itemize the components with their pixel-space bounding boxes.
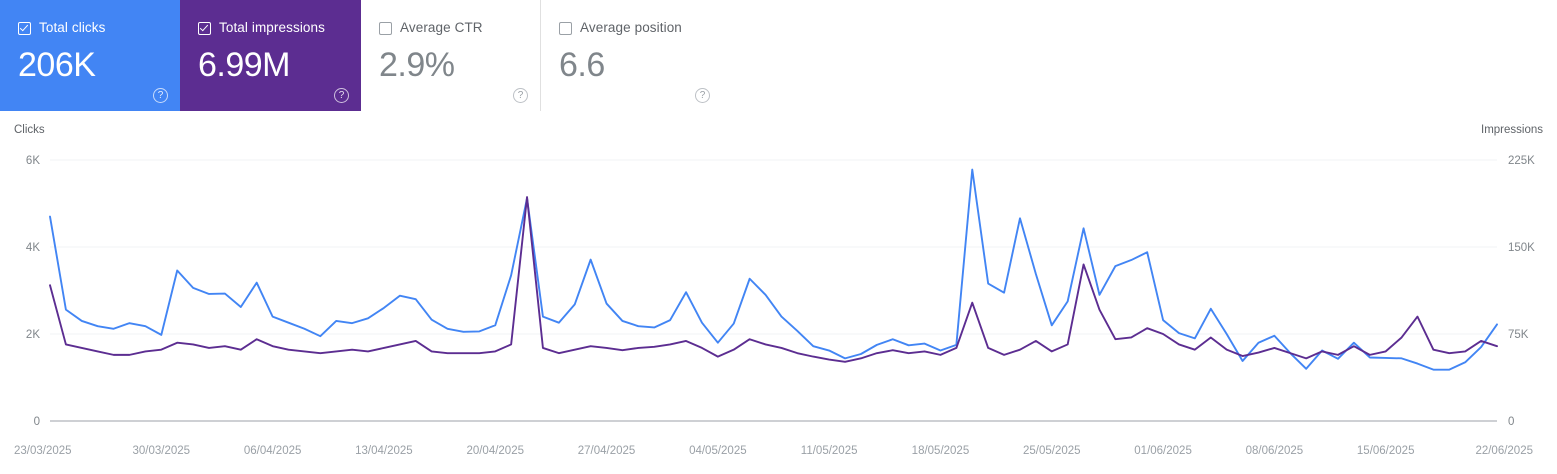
x-tick-label: 01/06/2025 (1134, 445, 1192, 457)
performance-chart-panel: 0 2K 4K 6K 0 75K 150K 225K 23/03/2025 30/03/202… (0, 111, 1557, 474)
metric-label-total-impressions: Total impressions (219, 20, 325, 35)
x-tick-label: 11/05/2025 (801, 445, 858, 457)
x-tick-label: 08/06/2025 (1246, 445, 1304, 457)
metric-value-total-impressions: 6.99M (198, 46, 291, 84)
chart-axis-title-impressions: Impressions (1481, 124, 1543, 136)
x-tick-label: 20/04/2025 (466, 445, 524, 457)
chart-series-layer (49, 168, 1498, 371)
y-tick-label-right: 0 (1508, 416, 1514, 428)
y-tick-label-right: 225K (1508, 155, 1535, 167)
chart-line-impressions (49, 196, 1498, 363)
help-icon-total-impressions[interactable]: ? (334, 88, 349, 103)
performance-chart[interactable]: 0 2K 4K 6K 0 75K 150K 225K 23/03/2025 30/03/202… (0, 111, 1557, 474)
checkbox-total-impressions[interactable] (198, 21, 211, 35)
metric-value-average-ctr: 2.9% (379, 46, 455, 84)
x-tick-label: 15/06/2025 (1357, 445, 1415, 457)
metric-card-header: Total impressions (198, 20, 347, 36)
chart-x-axis-labels: 23/03/2025 30/03/2025 06/04/2025 13/04/2025… (14, 445, 1533, 457)
chart-y-axis-right-labels: 0 75K 150K 225K (1508, 155, 1535, 428)
y-tick-label-right: 75K (1508, 329, 1529, 341)
y-tick-label-right: 150K (1508, 242, 1535, 254)
metric-card-total-impressions[interactable]: Total impressions 6.99M ? (180, 0, 361, 111)
metric-value-average-position: 6.6 (559, 46, 605, 84)
metric-label-average-ctr: Average CTR (400, 20, 483, 35)
metric-value-total-clicks: 206K (18, 46, 96, 84)
y-tick-label-left: 6K (26, 155, 40, 167)
x-tick-label: 30/03/2025 (133, 445, 191, 457)
metric-label-total-clicks: Total clicks (39, 20, 106, 35)
x-tick-label: 04/05/2025 (689, 445, 747, 457)
metric-card-header: Average position (559, 20, 708, 36)
metric-card-average-ctr[interactable]: Average CTR 2.9% ? (361, 0, 541, 111)
metric-card-header: Average CTR (379, 20, 526, 36)
y-tick-label-left: 4K (26, 242, 40, 254)
x-tick-label: 25/05/2025 (1023, 445, 1081, 457)
chart-y-axis-left-labels: 0 2K 4K 6K (26, 155, 40, 428)
metric-card-total-clicks[interactable]: Total clicks 206K ? (0, 0, 180, 111)
checkbox-total-clicks[interactable] (18, 21, 31, 35)
metric-label-average-position: Average position (580, 20, 682, 35)
chart-line-clicks (49, 168, 1498, 371)
metric-cards-strip: Total clicks 206K ? Total impressions 6.… (0, 0, 722, 111)
help-icon-average-ctr[interactable]: ? (513, 88, 528, 103)
chart-axis-title-clicks: Clicks (14, 124, 45, 136)
x-tick-label: 23/03/2025 (14, 445, 72, 457)
help-icon-average-position[interactable]: ? (695, 88, 710, 103)
chart-gridlines (50, 159, 1497, 422)
checkbox-average-position[interactable] (559, 21, 572, 35)
y-tick-label-left: 0 (34, 416, 40, 428)
x-tick-label: 06/04/2025 (244, 445, 302, 457)
checkbox-average-ctr[interactable] (379, 21, 392, 35)
x-tick-label: 13/04/2025 (355, 445, 413, 457)
x-tick-label: 22/06/2025 (1475, 445, 1533, 457)
x-tick-label: 18/05/2025 (912, 445, 970, 457)
help-icon-total-clicks[interactable]: ? (153, 88, 168, 103)
metric-card-header: Total clicks (18, 20, 166, 36)
x-tick-label: 27/04/2025 (578, 445, 636, 457)
metric-card-average-position[interactable]: Average position 6.6 ? (541, 0, 722, 111)
y-tick-label-left: 2K (26, 329, 40, 341)
